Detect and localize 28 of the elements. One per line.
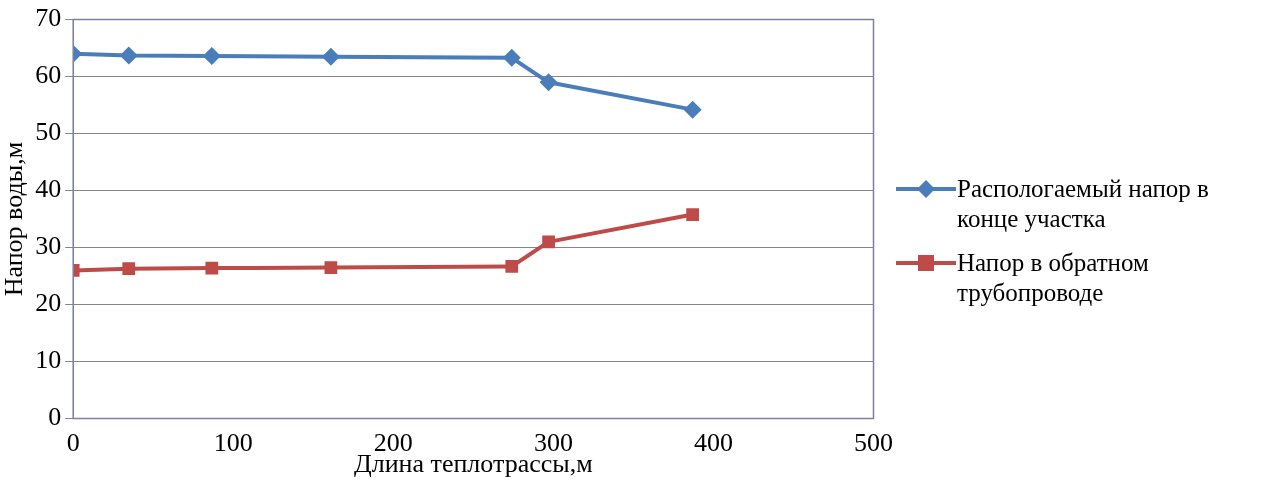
x-tick-label: 200 bbox=[373, 428, 413, 458]
y-tick-label: 60 bbox=[35, 60, 62, 90]
x-tick-label: 100 bbox=[213, 428, 253, 458]
point bbox=[686, 208, 699, 221]
point bbox=[321, 47, 340, 66]
y-tick-label: 70 bbox=[35, 3, 62, 33]
point bbox=[122, 262, 136, 276]
point bbox=[502, 48, 521, 67]
y-tick-label: 50 bbox=[35, 117, 62, 147]
point bbox=[202, 47, 221, 66]
y-axis-title: Напор воды,м bbox=[0, 141, 29, 297]
point bbox=[539, 73, 558, 92]
x-tick-label: 500 bbox=[854, 428, 893, 458]
point bbox=[505, 260, 519, 273]
x-tick-label: 400 bbox=[693, 428, 733, 458]
point bbox=[683, 100, 702, 119]
x-tick-label: 300 bbox=[533, 428, 573, 458]
y-tick-label: 20 bbox=[35, 288, 62, 318]
y-tick-label: 30 bbox=[35, 231, 62, 261]
legend-label: Напор в обратном трубопроводе bbox=[957, 247, 1150, 308]
point bbox=[205, 261, 219, 275]
y-tick-label: 40 bbox=[35, 174, 62, 204]
y-tick-label: 10 bbox=[35, 345, 62, 375]
y-tick-label: 0 bbox=[48, 402, 62, 432]
point bbox=[119, 46, 138, 65]
point bbox=[542, 235, 555, 249]
point bbox=[324, 261, 338, 274]
legend-label: Распологаемый напор в конце участка bbox=[957, 173, 1210, 234]
